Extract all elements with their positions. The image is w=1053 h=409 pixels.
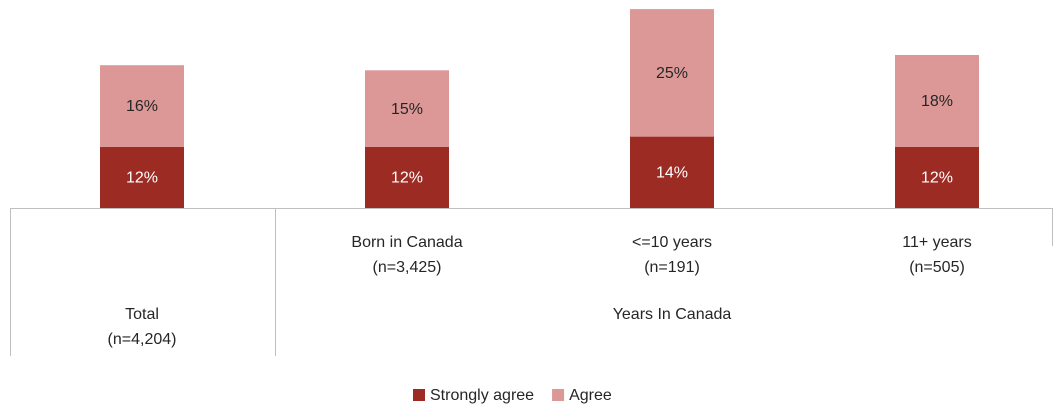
- data-label: 18%: [921, 93, 953, 110]
- bar-segment: [365, 70, 449, 147]
- data-label: 12%: [126, 170, 158, 187]
- legend-swatch: [413, 389, 425, 401]
- data-label: 14%: [656, 165, 688, 182]
- x-tick-label: Total: [125, 306, 159, 323]
- bar-segment: [365, 146, 449, 208]
- bar-segment: [100, 146, 184, 208]
- group-label: Years In Canada: [613, 306, 732, 323]
- x-tick-count: (n=3,425): [373, 259, 442, 276]
- x-tick-count: (n=4,204): [108, 331, 177, 348]
- legend-swatch: [552, 389, 565, 401]
- x-tick-count: (n=191): [644, 259, 700, 276]
- bar-segment: [630, 9, 714, 137]
- data-label: 16%: [126, 98, 158, 115]
- legend-label: Strongly agree: [430, 387, 534, 404]
- data-label: 12%: [921, 170, 953, 187]
- bar-segment: [895, 55, 979, 147]
- bar-segment: [100, 65, 184, 147]
- x-tick-label: 11+ years: [902, 234, 972, 251]
- bar-segment: [895, 146, 979, 208]
- x-tick-label: Born in Canada: [351, 234, 462, 251]
- data-label: 25%: [656, 65, 688, 82]
- data-label: 15%: [391, 101, 423, 118]
- legend-label: Agree: [569, 387, 612, 404]
- x-tick-count: (n=505): [909, 259, 965, 276]
- x-tick-label: <=10 years: [632, 234, 712, 251]
- bar-segment: [630, 136, 714, 208]
- data-label: 12%: [391, 170, 423, 187]
